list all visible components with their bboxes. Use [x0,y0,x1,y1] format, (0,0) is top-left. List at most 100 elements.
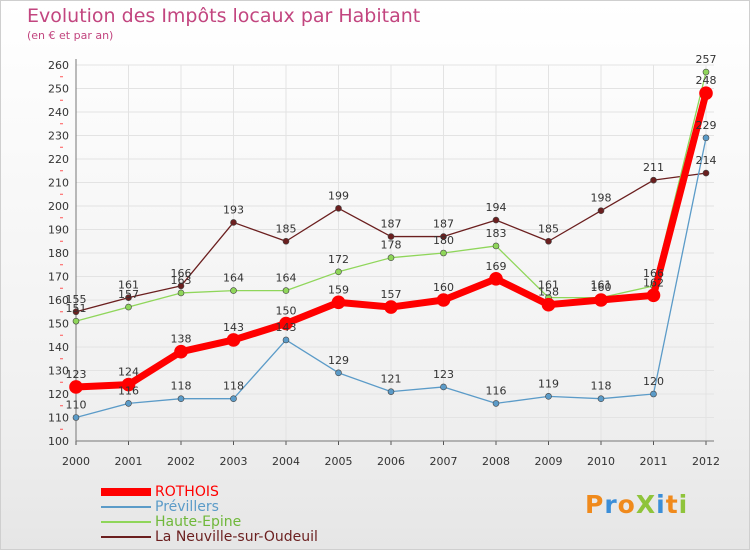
data-label-pr-villers: 121 [381,373,402,386]
data-point-pr-villers [440,383,447,391]
data-label-la-neuville-sur-oudeuil: 198 [591,192,612,205]
logo-letter: i [678,490,689,519]
y-tick-label: 200 [48,200,69,213]
data-point-pr-villers [230,395,237,403]
data-label-la-neuville-sur-oudeuil: 155 [66,293,87,306]
data-label-pr-villers: 123 [433,368,454,381]
data-point-pr-villers [177,395,185,403]
data-point-la-neuville-sur-oudeuil [650,176,657,184]
y-tick-label: 160 [48,294,69,307]
data-point-la-neuville-sur-oudeuil [440,233,447,240]
legend-item-previllers: Prévillers [101,499,361,515]
y-tick-label: 240 [48,106,69,119]
legend-label-haute-epine: Haute-Epine [155,514,242,530]
data-point-haute-epine [282,287,290,294]
chart-subtitle: (en € et par an) [27,29,114,42]
data-point-la-neuville-sur-oudeuil [597,207,605,214]
legend-swatch-previllers [101,506,151,508]
data-label-la-neuville-sur-oudeuil: 161 [118,279,139,292]
legend: ROTHOIS Prévillers Haute-Epine La Neuvil… [101,484,361,545]
y-tick-label: 150 [48,318,69,331]
data-point-pr-villers [282,336,290,344]
data-point-la-neuville-sur-oudeuil [230,219,237,226]
data-label-rothois: 248 [696,74,717,87]
data-point-pr-villers [545,393,552,400]
legend-label-neuville: La Neuville-sur-Oudeuil [155,529,318,545]
data-point-rothois [489,272,503,286]
y-tick-label: 180 [48,247,69,260]
data-point-pr-villers [597,395,605,403]
data-label-haute-epine: 163 [171,274,192,287]
legend-item-haute-epine: Haute-Epine [101,514,361,530]
x-tick-label: 2011 [640,455,668,468]
y-tick-label: 140 [48,341,69,354]
data-label-la-neuville-sur-oudeuil: 185 [538,222,559,235]
data-label-rothois: 138 [171,333,192,346]
y-tick-label: 220 [48,153,69,166]
y-tick-label: 250 [48,83,69,96]
legend-swatch-haute-epine [101,521,151,523]
data-point-rothois [226,333,241,347]
data-point-haute-epine [702,68,710,76]
data-point-pr-villers [387,388,395,395]
data-label-haute-epine: 166 [643,267,664,280]
data-point-rothois [646,288,661,303]
data-label-rothois: 150 [276,305,297,318]
data-point-rothois [331,295,346,310]
data-label-rothois: 160 [433,281,454,294]
data-point-haute-epine [492,242,500,250]
data-label-rothois: 158 [538,286,559,299]
data-label-rothois: 162 [643,276,664,289]
x-tick-label: 2002 [167,455,195,468]
x-tick-label: 2005 [325,455,353,468]
data-label-rothois: 157 [381,288,402,301]
data-point-haute-epine [72,317,80,325]
legend-item-rothois: ROTHOIS [101,484,361,500]
y-tick-label: 230 [48,130,69,143]
data-point-la-neuville-sur-oudeuil [702,169,710,177]
data-point-pr-villers [335,369,342,377]
series-lines [69,68,713,421]
legend-label-rothois: ROTHOIS [155,484,219,500]
data-label-pr-villers: 110 [66,399,87,412]
data-label-rothois: 123 [66,368,87,381]
legend-swatch-rothois [101,488,151,496]
proxiti-logo: ProXiti [585,490,688,519]
y-tick-label: 130 [48,365,69,378]
data-point-la-neuville-sur-oudeuil [387,233,395,240]
data-label-la-neuville-sur-oudeuil: 185 [276,222,297,235]
data-label-pr-villers: 118 [223,380,244,393]
data-label-pr-villers: 143 [276,321,297,334]
data-point-pr-villers [72,414,80,421]
data-point-rothois [541,297,556,312]
data-label-pr-villers: 129 [328,354,349,367]
x-tick-label: 2012 [692,455,720,468]
data-label-haute-epine: 164 [276,272,297,285]
data-point-rothois [436,293,451,307]
y-tick-label: 110 [48,412,69,425]
data-label-la-neuville-sur-oudeuil: 199 [328,189,349,202]
data-label-rothois: 169 [486,260,507,273]
logo-letter: P [585,490,605,519]
data-point-pr-villers [650,390,657,398]
data-label-haute-epine: 161 [538,279,559,292]
data-point-pr-villers [702,134,710,142]
chart-title: Evolution des Impôts locaux par Habitant [27,5,421,27]
grid-lines [75,64,714,441]
data-point-la-neuville-sur-oudeuil [282,237,290,245]
data-label-haute-epine: 161 [591,279,612,292]
data-label-la-neuville-sur-oudeuil: 187 [433,218,454,231]
data-label-rothois: 160 [591,281,612,294]
y-tick-label: 120 [48,388,69,401]
data-point-rothois [279,316,293,331]
x-tick-label: 2003 [220,455,248,468]
data-label-pr-villers: 118 [171,380,192,393]
y-tick-label: 210 [48,177,69,190]
data-point-rothois [174,344,188,359]
data-label-la-neuville-sur-oudeuil: 214 [696,154,717,167]
data-point-la-neuville-sur-oudeuil [335,205,342,212]
legend-item-neuville: La Neuville-sur-Oudeuil [101,529,361,545]
data-label-haute-epine: 172 [328,253,349,266]
data-point-la-neuville-sur-oudeuil [177,282,185,290]
